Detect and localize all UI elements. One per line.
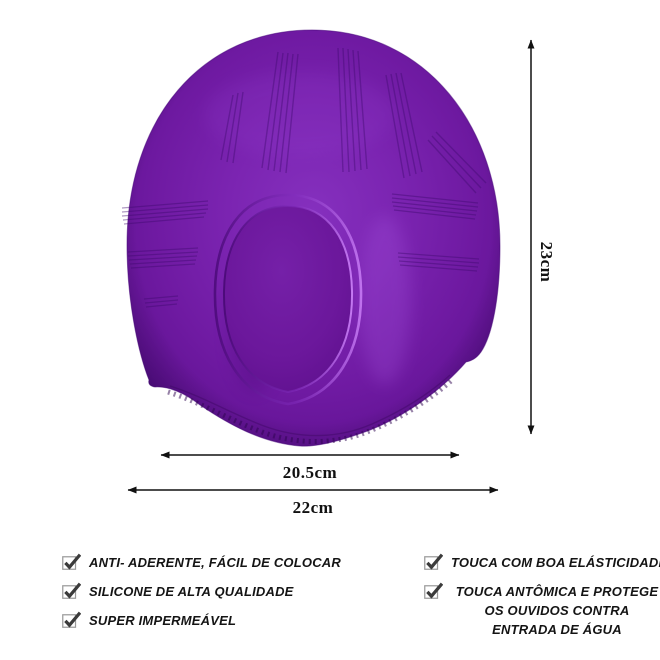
feature-text: ANTI- ADERENTE, FÁCIL DE COLOCAR bbox=[89, 555, 341, 570]
feature-text: SUPER IMPERMEÁVEL bbox=[89, 613, 237, 628]
feature-list-right: TOUCA COM BOA ELÁSTICIDADE TOUCA ANTÔMIC… bbox=[424, 553, 660, 649]
dimension-label-height: 23cm bbox=[537, 241, 556, 283]
dimension-label-inner-width: 20.5cm bbox=[282, 463, 338, 482]
feature-item: TOUCA COM BOA ELÁSTICIDADE bbox=[424, 553, 660, 572]
checkbox-checked-icon bbox=[62, 611, 81, 628]
cap-hem-ornament bbox=[167, 374, 454, 445]
feature-item: SUPER IMPERMEÁVEL bbox=[62, 611, 341, 630]
cap-hatch-texture bbox=[121, 193, 480, 308]
ear-pocket bbox=[213, 193, 363, 406]
feature-item: SILICONE DE ALTA QUALIDADE bbox=[62, 582, 341, 601]
checkbox-checked-icon bbox=[424, 553, 443, 570]
feature-text: TOUCA ANTÔMICA E PROTEGE OS OUVIDOS CONT… bbox=[455, 584, 659, 637]
feature-item: TOUCA ANTÔMICA E PROTEGE OS OUVIDOS CONT… bbox=[424, 582, 660, 639]
feature-text: SILICONE DE ALTA QUALIDADE bbox=[89, 584, 294, 599]
feature-item: ANTI- ADERENTE, FÁCIL DE COLOCAR bbox=[62, 553, 341, 572]
checkbox-checked-icon bbox=[62, 553, 81, 570]
swim-cap-body bbox=[121, 29, 501, 447]
cap-rib-texture bbox=[220, 47, 487, 194]
feature-list-left: ANTI- ADERENTE, FÁCIL DE COLOCAR SILICON… bbox=[62, 553, 341, 640]
checkbox-checked-icon bbox=[62, 582, 81, 599]
dimension-arrows bbox=[127, 39, 535, 494]
feature-text: TOUCA COM BOA ELÁSTICIDADE bbox=[451, 555, 660, 570]
dimension-label-outer-width: 22cm bbox=[292, 498, 334, 517]
checkbox-checked-icon bbox=[424, 582, 443, 599]
